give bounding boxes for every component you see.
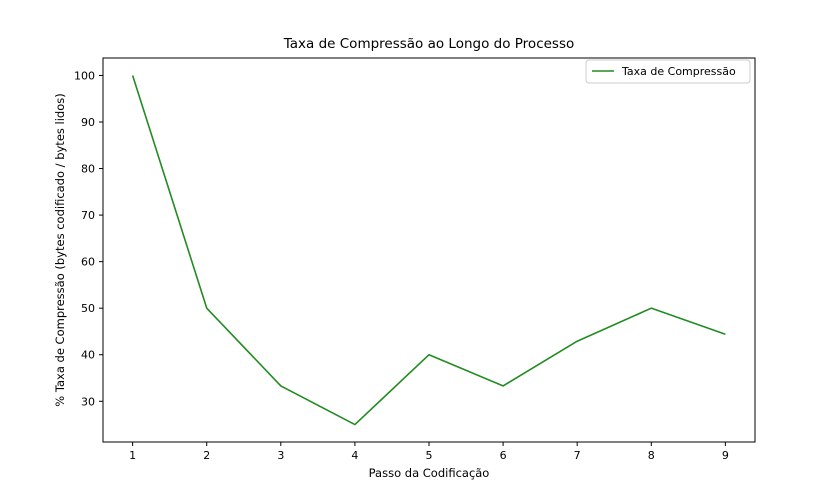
x-tick-label: 9 bbox=[722, 449, 729, 462]
y-tick-label: 40 bbox=[81, 349, 95, 362]
x-tick-label: 5 bbox=[426, 449, 433, 462]
x-tick-label: 6 bbox=[500, 449, 507, 462]
y-tick-label: 90 bbox=[81, 116, 95, 129]
chart-title: Taxa de Compressão ao Longo do Processo bbox=[283, 36, 575, 52]
x-tick-label: 7 bbox=[574, 449, 581, 462]
legend-label: Taxa de Compressão bbox=[621, 65, 736, 78]
x-tick-label: 3 bbox=[277, 449, 284, 462]
y-tick-label: 80 bbox=[81, 163, 95, 176]
x-tick-label: 4 bbox=[351, 449, 358, 462]
series-line bbox=[131, 75, 726, 426]
y-tick-label: 60 bbox=[81, 256, 95, 269]
y-tick-label: 30 bbox=[81, 395, 95, 408]
x-tick-label: 2 bbox=[203, 449, 210, 462]
x-axis-title: Passo da Codificação bbox=[369, 466, 490, 480]
x-tick-label: 8 bbox=[648, 449, 655, 462]
y-tick-label: 50 bbox=[81, 302, 95, 315]
y-axis-title: % Taxa de Compressão (bytes codificado /… bbox=[53, 93, 67, 406]
legend: Taxa de Compressão bbox=[585, 59, 751, 84]
axes-frame bbox=[102, 57, 756, 443]
legend-box bbox=[585, 59, 751, 84]
x-tick-label: 1 bbox=[129, 449, 136, 462]
y-tick-label: 100 bbox=[74, 69, 95, 82]
plot-area bbox=[131, 75, 726, 426]
x-axis: 1 2 3 4 5 6 7 8 9 bbox=[129, 442, 729, 462]
y-tick-label: 70 bbox=[81, 209, 95, 222]
y-axis: 30 40 50 60 70 80 90 100 bbox=[74, 69, 103, 408]
